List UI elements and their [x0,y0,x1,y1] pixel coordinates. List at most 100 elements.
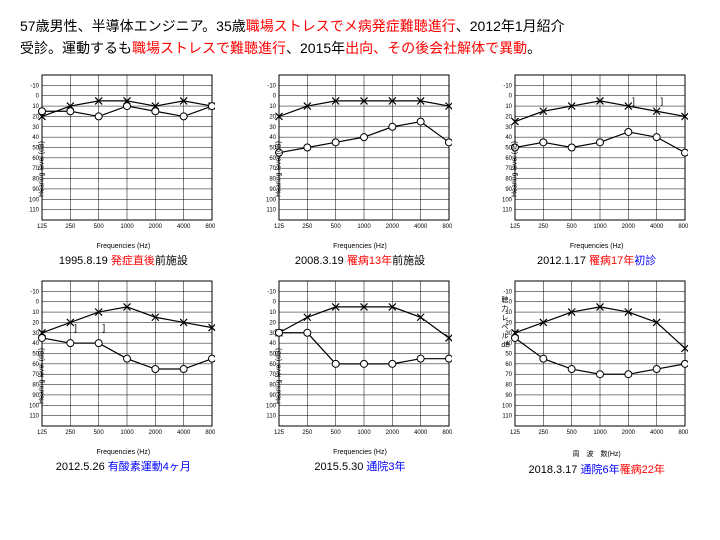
svg-text:500: 500 [567,224,578,230]
audiogram-grid: -100102030405060708090100110125250500100… [20,70,700,477]
svg-text:125: 125 [37,430,48,436]
svg-text:250: 250 [302,224,313,230]
svg-text:110: 110 [266,207,276,213]
h2a: 受診。運動するも [20,40,132,56]
svg-text:60: 60 [506,362,513,368]
audiogram-0: -100102030405060708090100110125250500100… [20,70,227,268]
svg-text:500: 500 [94,224,105,230]
h1c: 、2012年1月紹介 [456,18,565,34]
x-axis-label: 周 波 数(Hz) [493,449,700,459]
svg-text:125: 125 [37,224,48,230]
svg-text:8000: 8000 [205,224,215,230]
chart-caption: 2018.3.17 通院6年罹病22年 [493,461,700,477]
audiogram-1: -100102030405060708090100110125250500100… [257,70,464,268]
y-axis-label: Hearing level (dB) [512,141,519,197]
svg-text:]: ] [661,96,664,106]
svg-text:-10: -10 [504,289,513,295]
svg-text:125: 125 [274,224,285,230]
svg-text:100: 100 [29,197,40,203]
svg-text:500: 500 [94,430,105,436]
svg-text:10: 10 [32,310,39,316]
svg-text:20: 20 [269,320,276,326]
h2b: 職場ストレスで難聴進行 [132,40,286,56]
svg-text:-10: -10 [267,289,276,295]
y-axis-label: Hearing level (dB) [39,141,46,197]
svg-text:8000: 8000 [205,430,215,436]
svg-text:20: 20 [32,320,39,326]
svg-text:110: 110 [503,413,513,419]
svg-text:4000: 4000 [414,224,428,230]
svg-text:110: 110 [29,207,39,213]
svg-text:70: 70 [506,372,513,378]
svg-text:40: 40 [269,341,276,347]
svg-text:110: 110 [503,207,513,213]
svg-text:10: 10 [506,104,513,110]
svg-text:125: 125 [274,430,285,436]
x-axis-label: Frequencies (Hz) [257,243,464,250]
chart-caption: 2012.1.17 罹病17年初診 [493,252,700,268]
chart-caption: 2008.3.19 罹病13年前施設 [257,252,464,268]
svg-text:]: ] [103,322,106,332]
svg-text:30: 30 [269,125,276,131]
x-axis-label: Frequencies (Hz) [493,243,700,250]
svg-text:10: 10 [269,104,276,110]
x-axis-label: Frequencies (Hz) [20,243,227,250]
svg-text:100: 100 [502,403,513,409]
svg-text:1000: 1000 [594,430,608,436]
audiogram-3: ]]-1001020304050607080901001101252505001… [20,276,227,477]
svg-text:110: 110 [266,413,276,419]
svg-text:0: 0 [36,93,40,99]
svg-text:2000: 2000 [622,430,636,436]
svg-text:30: 30 [506,125,513,131]
svg-text:30: 30 [32,125,39,131]
svg-text:2000: 2000 [385,430,399,436]
svg-text:2000: 2000 [149,224,163,230]
svg-text:1000: 1000 [357,430,371,436]
y-axis-label: 聴力レベルdB [501,296,510,351]
svg-text:0: 0 [36,299,40,305]
y-axis-label: Hearing level (dB) [39,348,46,404]
svg-text:4000: 4000 [177,430,191,436]
svg-text:8000: 8000 [679,224,689,230]
chart-caption: 1995.8.19 発症直後前施設 [20,252,227,268]
svg-text:1000: 1000 [357,224,371,230]
svg-text:1000: 1000 [120,430,134,436]
chart-caption: 2015.5.30 通院3年 [257,458,464,474]
svg-text:4000: 4000 [177,224,191,230]
y-axis-label: Hearing level (dB) [275,141,282,197]
svg-text:4000: 4000 [650,430,664,436]
h1a: 57歳男性、半導体エンジニア。35歳 [20,18,246,34]
svg-text:110: 110 [29,413,39,419]
svg-text:2000: 2000 [149,430,163,436]
h2c: 、2015年 [286,40,345,56]
svg-text:1000: 1000 [594,224,608,230]
svg-text:8000: 8000 [442,430,452,436]
svg-text:500: 500 [330,430,341,436]
svg-text:30: 30 [32,331,39,337]
y-axis-label: Hearing level (dB) [275,348,282,404]
svg-text:250: 250 [65,430,76,436]
svg-text:10: 10 [32,104,39,110]
svg-text:-10: -10 [267,83,276,89]
svg-text:]: ] [633,96,636,106]
h2e: 。 [527,40,541,56]
svg-text:-10: -10 [30,83,39,89]
svg-text:100: 100 [502,197,513,203]
svg-text:0: 0 [272,93,276,99]
svg-text:250: 250 [539,224,550,230]
svg-text:0: 0 [272,299,276,305]
audiogram-2: ]]]-100102030405060708090100110125250500… [493,70,700,268]
svg-text:-10: -10 [30,289,39,295]
svg-text:40: 40 [32,341,39,347]
svg-text:30: 30 [269,331,276,337]
svg-text:90: 90 [506,393,513,399]
svg-text:2000: 2000 [622,224,636,230]
h2d: 出向、その後会社解体で異動 [345,40,527,56]
svg-text:125: 125 [510,224,521,230]
svg-text:8000: 8000 [442,224,452,230]
svg-text:20: 20 [269,114,276,120]
audiogram-5: -100102030405060708090100110125250500100… [493,276,700,477]
svg-text:50: 50 [506,351,513,357]
svg-text:]: ] [74,322,77,332]
svg-text:8000: 8000 [679,430,689,436]
